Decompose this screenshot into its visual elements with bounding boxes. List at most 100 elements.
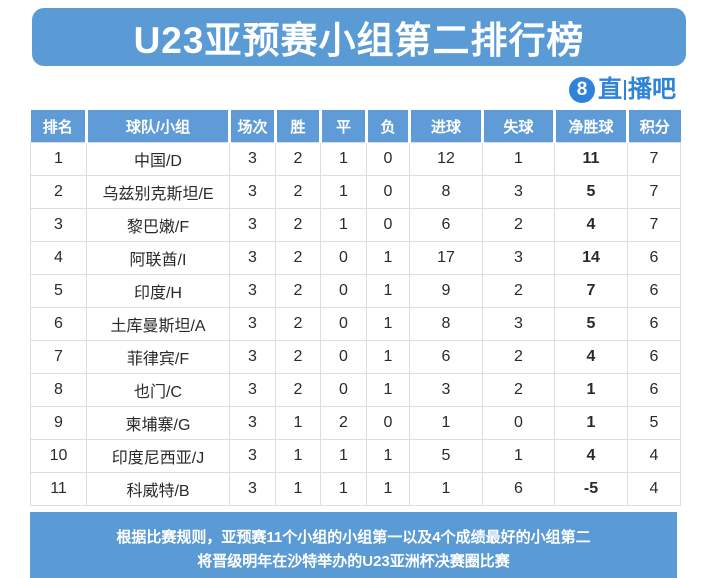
cell-goals-for: 1 bbox=[409, 472, 483, 506]
table-row: 6 土库曼斯坦/A 3 2 0 1 8 3 5 6 bbox=[30, 307, 681, 341]
cell-rank: 4 bbox=[30, 241, 87, 275]
cell-rank: 6 bbox=[30, 307, 87, 341]
cell-points: 6 bbox=[627, 307, 681, 341]
cell-lost: 1 bbox=[366, 439, 410, 473]
table-row: 10 印度尼西亚/J 3 1 1 1 5 1 4 4 bbox=[30, 439, 681, 473]
table-row: 3 黎巴嫩/F 3 2 1 0 6 2 4 7 bbox=[30, 208, 681, 242]
cell-drawn: 0 bbox=[320, 340, 367, 374]
cell-won: 2 bbox=[275, 208, 321, 242]
cell-won: 2 bbox=[275, 241, 321, 275]
cell-team: 也门/C bbox=[86, 373, 230, 407]
cell-goals-against: 2 bbox=[482, 208, 555, 242]
standings-body: 1 中国/D 3 2 1 0 12 1 11 7 2 乌兹别克斯坦/E 3 2 1 0 8 3 5 7 3 黎巴嫩/F 3 2… bbox=[30, 142, 681, 506]
cell-won: 2 bbox=[275, 274, 321, 308]
cell-goals-against: 2 bbox=[482, 274, 555, 308]
column-header-won: 胜 bbox=[275, 110, 322, 143]
cell-rank: 2 bbox=[30, 175, 87, 209]
cell-won: 2 bbox=[275, 142, 321, 176]
cell-goals-for: 3 bbox=[409, 373, 483, 407]
column-header-team: 球队/小组 bbox=[86, 110, 231, 143]
cell-drawn: 1 bbox=[320, 208, 367, 242]
column-header-drawn: 平 bbox=[320, 110, 368, 143]
page-title: U23亚预赛小组第二排行榜 bbox=[133, 20, 585, 61]
cell-points: 6 bbox=[627, 241, 681, 275]
cell-won: 2 bbox=[275, 340, 321, 374]
cell-goal-diff: 4 bbox=[554, 208, 628, 242]
cell-goals-for: 1 bbox=[409, 406, 483, 440]
zhibo8-logo: 8 直 播吧 bbox=[569, 76, 676, 104]
cell-points: 7 bbox=[627, 175, 681, 209]
cell-lost: 0 bbox=[366, 142, 410, 176]
cell-rank: 10 bbox=[30, 439, 87, 473]
cell-goals-for: 17 bbox=[409, 241, 483, 275]
footer-note: 根据比赛规则，亚预赛11个小组的小组第一以及4个成绩最好的小组第二 将晋级明年在… bbox=[30, 512, 677, 578]
cell-team: 中国/D bbox=[86, 142, 230, 176]
cell-won: 1 bbox=[275, 472, 321, 506]
cell-rank: 9 bbox=[30, 406, 87, 440]
table-row: 11 科威特/B 3 1 1 1 1 6 -5 4 bbox=[30, 472, 681, 506]
cell-won: 2 bbox=[275, 373, 321, 407]
standings-table: 排名 球队/小组 场次胜平负进球 失球 净胜球 积分 1 中国/D 3 2 1 0 12 1 11 7 2 乌兹… bbox=[30, 110, 681, 506]
cell-points: 5 bbox=[627, 406, 681, 440]
cell-points: 6 bbox=[627, 373, 681, 407]
cell-team: 黎巴嫩/F bbox=[86, 208, 230, 242]
cell-team: 土库曼斯坦/A bbox=[86, 307, 230, 341]
cell-won: 2 bbox=[275, 307, 321, 341]
table-row: 2 乌兹别克斯坦/E 3 2 1 0 8 3 5 7 bbox=[30, 175, 681, 209]
column-header-played: 场次 bbox=[229, 110, 277, 143]
cell-rank: 3 bbox=[30, 208, 87, 242]
cell-rank: 5 bbox=[30, 274, 87, 308]
cell-goal-diff: 5 bbox=[554, 307, 628, 341]
cell-goals-for: 8 bbox=[409, 307, 483, 341]
standings-header: 排名 球队/小组 场次胜平负进球 失球 净胜球 积分 bbox=[30, 110, 681, 143]
cell-lost: 1 bbox=[366, 340, 410, 374]
cell-lost: 1 bbox=[366, 307, 410, 341]
table-row: 4 阿联酋/I 3 2 0 1 17 3 14 6 bbox=[30, 241, 681, 275]
table-row: 5 印度/H 3 2 0 1 9 2 7 6 bbox=[30, 274, 681, 308]
cell-goals-for: 9 bbox=[409, 274, 483, 308]
cell-played: 3 bbox=[229, 142, 276, 176]
cell-rank: 1 bbox=[30, 142, 87, 176]
cell-goals-against: 2 bbox=[482, 373, 555, 407]
cell-drawn: 1 bbox=[320, 439, 367, 473]
cell-goals-against: 2 bbox=[482, 340, 555, 374]
cell-points: 7 bbox=[627, 208, 681, 242]
cell-rank: 7 bbox=[30, 340, 87, 374]
logo-text-right: 播吧 bbox=[628, 76, 676, 103]
cell-played: 3 bbox=[229, 406, 276, 440]
cell-team: 乌兹别克斯坦/E bbox=[86, 175, 230, 209]
cell-played: 3 bbox=[229, 472, 276, 506]
cell-goal-diff: 14 bbox=[554, 241, 628, 275]
cell-points: 6 bbox=[627, 274, 681, 308]
cell-drawn: 0 bbox=[320, 241, 367, 275]
cell-goals-against: 6 bbox=[482, 472, 555, 506]
cell-drawn: 1 bbox=[320, 142, 367, 176]
logo-text-left: 直 bbox=[598, 76, 622, 103]
cell-played: 3 bbox=[229, 208, 276, 242]
footer-line-2: 将晋级明年在沙特举办的U23亚洲杯决赛圈比赛 bbox=[197, 553, 510, 570]
cell-lost: 1 bbox=[366, 241, 410, 275]
cell-played: 3 bbox=[229, 439, 276, 473]
cell-lost: 0 bbox=[366, 208, 410, 242]
cell-goal-diff: 7 bbox=[554, 274, 628, 308]
cell-points: 6 bbox=[627, 340, 681, 374]
cell-goal-diff: 11 bbox=[554, 142, 628, 176]
cell-lost: 1 bbox=[366, 472, 410, 506]
column-header-goals-for: 进球 bbox=[409, 110, 484, 143]
cell-lost: 0 bbox=[366, 406, 410, 440]
cell-goals-against: 3 bbox=[482, 175, 555, 209]
cell-goal-diff: 4 bbox=[554, 340, 628, 374]
column-header-rank: 排名 bbox=[30, 110, 88, 143]
cell-team: 阿联酋/I bbox=[86, 241, 230, 275]
cell-team: 印度/H bbox=[86, 274, 230, 308]
cell-goals-for: 6 bbox=[409, 208, 483, 242]
cell-goal-diff: 1 bbox=[554, 373, 628, 407]
logo-divider bbox=[624, 80, 626, 100]
cell-goal-diff: 4 bbox=[554, 439, 628, 473]
cell-goals-against: 1 bbox=[482, 439, 555, 473]
column-header-points: 积分 bbox=[627, 110, 681, 143]
table-row: 9 柬埔寨/G 3 1 2 0 1 0 1 5 bbox=[30, 406, 681, 440]
column-header-goal-diff: 净胜球 bbox=[554, 110, 629, 143]
table-row: 1 中国/D 3 2 1 0 12 1 11 7 bbox=[30, 142, 681, 176]
column-header-lost: 负 bbox=[366, 110, 411, 143]
